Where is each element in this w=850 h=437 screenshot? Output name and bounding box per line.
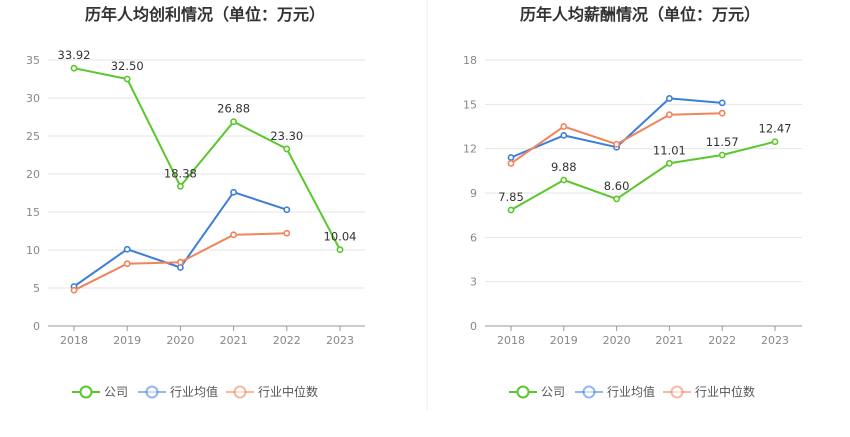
- chart1-x-tick-label: 2018: [60, 334, 88, 347]
- chart2-y-tick-label: 0: [470, 320, 477, 333]
- chart2-series-2-point: [613, 140, 620, 148]
- chart2-y-tick-label: 6: [470, 231, 477, 244]
- chart2-series-2-point: [666, 111, 673, 119]
- chart2-legend-marker-2: [670, 385, 684, 399]
- chart2-legend-marker-1: [582, 385, 596, 399]
- chart2-series-0-point: [613, 195, 620, 203]
- chart2-series-1-point: [718, 99, 726, 107]
- chart2-y-tick-label: 12: [463, 143, 477, 156]
- chart2-series-0-point: [560, 176, 568, 184]
- chart1-x-tick-label: 2019: [113, 334, 141, 347]
- chart2-series-2-point: [507, 160, 515, 167]
- chart1-legend-label-0: 公司: [104, 385, 128, 399]
- chart1-legend-label-1: 行业均值: [170, 384, 218, 399]
- chart2-series-1-point: [560, 131, 568, 139]
- chart2-series-0-point: [666, 159, 673, 167]
- chart1-series-2-point: [70, 286, 78, 294]
- chart2-legend-label-0: 公司: [541, 385, 565, 399]
- chart2-y-tick-label: 18: [463, 54, 477, 67]
- chart1-series-2-point: [283, 229, 291, 237]
- chart2-data-label: 12.47: [759, 122, 792, 136]
- chart2-y-tick-label: 9: [470, 187, 477, 200]
- chart2-title: 历年人均薪酬情况（单位：万元）: [520, 5, 760, 24]
- chart2-x-tick-label: 2019: [550, 334, 578, 347]
- chart1-series-0-line: [73, 67, 341, 251]
- chart2-series-2-point: [718, 109, 726, 117]
- chart2-series-0-point: [507, 206, 515, 214]
- chart2-x-tick-label: 2018: [497, 334, 525, 347]
- chart1-y-tick-label: 5: [33, 282, 40, 295]
- chart1-series-1-point: [230, 188, 237, 196]
- chart1-legend-marker-1: [145, 385, 159, 399]
- chart1-y-tick-label: 20: [26, 168, 40, 181]
- chart2-x-tick-label: 2023: [761, 334, 789, 347]
- chart2-data-label: 9.88: [551, 160, 577, 174]
- chart1-data-label: 33.92: [58, 48, 91, 62]
- chart2-series-0-line: [510, 140, 776, 211]
- chart2-data-label: 7.85: [498, 190, 524, 204]
- chart1-y-tick-label: 10: [26, 244, 40, 257]
- chart2-y-tick-label: 15: [463, 98, 477, 111]
- chart1-series-0-point: [230, 118, 237, 126]
- chart1-data-label: 26.88: [217, 102, 250, 116]
- chart1-series-0-point: [336, 246, 344, 254]
- chart1-legend-label-2: 行业中位数: [258, 384, 318, 399]
- chart2-legend-label-1: 行业均值: [607, 384, 655, 399]
- chart1-series-1-point: [176, 264, 184, 271]
- chart2-legend-label-2: 行业中位数: [695, 384, 755, 399]
- chart2-data-label: 8.60: [604, 179, 630, 193]
- chart2-series-1-point: [507, 154, 515, 161]
- chart1-y-tick-label: 25: [26, 130, 40, 143]
- chart2-legend-marker-0: [516, 385, 530, 399]
- chart1-series-2-point: [123, 260, 131, 268]
- chart1-y-tick-label: 30: [26, 92, 40, 105]
- chart2-series-0-point: [771, 138, 779, 146]
- chart2-series-2-line: [510, 112, 723, 165]
- chart2-x-tick-label: 2022: [708, 334, 736, 347]
- chart1-series-0-point: [70, 64, 78, 72]
- chart1-title: 历年人均创利情况（单位：万元）: [85, 5, 325, 24]
- chart1-series-2-point: [176, 258, 184, 266]
- chart1-data-label: 23.30: [270, 129, 303, 143]
- chart1-series-0-point: [123, 75, 131, 83]
- chart1-series-2-point: [230, 231, 237, 239]
- chart1-data-label: 32.50: [111, 59, 144, 73]
- chart1-x-tick-label: 2021: [220, 334, 248, 347]
- chart1-data-label: 10.04: [324, 230, 357, 244]
- chart1-x-tick-label: 2023: [326, 334, 354, 347]
- chart2-data-label: 11.01: [653, 143, 686, 157]
- chart2-series-2-point: [560, 123, 568, 130]
- chart2-y-tick-label: 3: [470, 276, 477, 289]
- chart2-x-tick-label: 2021: [655, 334, 683, 347]
- chart1-legend-marker-0: [79, 385, 93, 399]
- chart1-y-tick-label: 15: [26, 206, 40, 219]
- chart2-series-0-point: [718, 151, 726, 159]
- chart1-series-0-point: [176, 182, 184, 190]
- chart1-series-0-point: [283, 145, 291, 153]
- chart1-series-1-line: [73, 191, 288, 288]
- chart1-y-tick-label: 0: [33, 320, 40, 333]
- chart2-data-label: 11.57: [706, 135, 739, 149]
- chart1-x-tick-label: 2022: [273, 334, 301, 347]
- chart1-series-1-point: [283, 206, 291, 214]
- chart2-series-1-point: [666, 95, 673, 102]
- chart1-data-label: 18.38: [164, 166, 197, 180]
- chart2-x-tick-label: 2020: [603, 334, 631, 347]
- chart1-x-tick-label: 2020: [166, 334, 194, 347]
- chart1-y-tick-label: 35: [26, 54, 40, 67]
- chart1-legend-marker-2: [233, 385, 247, 399]
- chart1-series-1-point: [123, 245, 131, 253]
